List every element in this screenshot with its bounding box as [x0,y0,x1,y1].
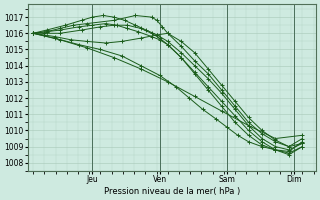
X-axis label: Pression niveau de la mer( hPa ): Pression niveau de la mer( hPa ) [104,187,240,196]
